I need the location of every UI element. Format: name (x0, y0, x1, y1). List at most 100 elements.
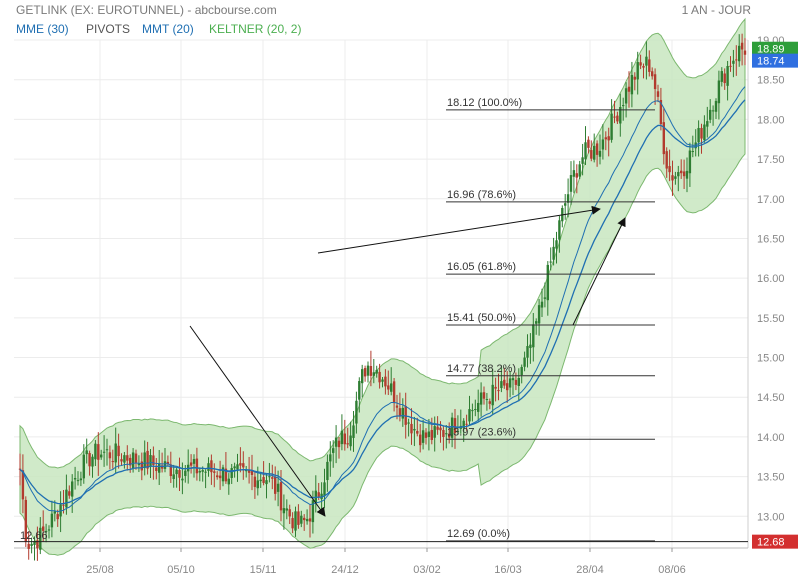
candle-body (407, 422, 410, 424)
price-label-bg (752, 53, 798, 68)
candle-body (633, 76, 636, 80)
candle-body (578, 164, 581, 177)
candle-body (198, 471, 201, 473)
trend-arrow (189, 325, 326, 517)
candle-body (308, 518, 312, 522)
candle-body (204, 471, 207, 473)
candle-body (645, 56, 648, 66)
y-tick-label: 15.00 (757, 353, 785, 365)
candle-body (146, 450, 149, 469)
candle-body (709, 109, 712, 120)
candle-body (462, 420, 465, 429)
candle-body (114, 443, 117, 463)
candle-body (517, 377, 520, 386)
candle-body (175, 469, 178, 475)
candle-body (381, 379, 384, 382)
candle-body (665, 151, 668, 169)
candle-body (450, 417, 454, 438)
candle-body (326, 461, 329, 481)
candle-body (546, 264, 549, 301)
candle-body (593, 145, 596, 160)
legend-mme[interactable]: MME (30) (16, 22, 69, 36)
candle-body (152, 455, 155, 466)
candle-body (42, 526, 45, 531)
candle-body (178, 470, 181, 478)
candle-body (564, 203, 567, 206)
candle-body (172, 474, 175, 480)
candle-body (436, 426, 439, 430)
candle-body (56, 514, 59, 520)
chart-title: GETLINK (EX: EUROTUNNEL) - abcbourse.com (16, 3, 277, 17)
candle-body (706, 121, 709, 127)
candle-body (720, 71, 723, 82)
candle-body (392, 381, 396, 404)
candle-body (30, 543, 33, 546)
candle-body (62, 504, 65, 506)
candle-body (651, 71, 654, 77)
candle-body (671, 175, 674, 181)
candle-body (239, 463, 242, 466)
candle-body (262, 477, 265, 483)
candle-body (598, 150, 602, 157)
candle-body (537, 305, 541, 324)
candle-body (595, 143, 599, 155)
y-tick-label: 17.50 (757, 154, 785, 166)
candle-body (259, 479, 262, 482)
candle-body (291, 518, 294, 529)
candle-body (639, 62, 642, 66)
legend-pivots[interactable]: PIVOTS (86, 22, 131, 36)
x-tick-label: 24/12 (331, 564, 359, 576)
candle-body (163, 461, 167, 469)
candle-body (421, 430, 425, 443)
candle-body (39, 527, 42, 550)
keltner-area (19, 17, 746, 556)
candle-body (346, 443, 349, 445)
legend-mmt[interactable]: MMT (20) (142, 22, 194, 36)
candle-body (253, 476, 257, 487)
candle-body (648, 59, 651, 72)
moving-averages (19, 86, 746, 513)
candle-body (395, 405, 399, 408)
candle-body (497, 390, 500, 392)
candle-body (662, 122, 665, 155)
y-tick-label: 14.50 (757, 392, 785, 404)
candle-body (506, 383, 509, 391)
candle-body (210, 460, 213, 473)
candle-body (297, 511, 300, 525)
candle-body (555, 240, 558, 249)
mmt-line (19, 86, 746, 513)
candle-body (314, 490, 317, 503)
candle-body (24, 499, 27, 542)
period-label[interactable]: 1 AN - JOUR (681, 3, 751, 17)
candle-body (317, 492, 320, 497)
candle-body (311, 500, 315, 523)
candle-body (68, 491, 71, 496)
candle-body (366, 365, 370, 376)
candle-body (688, 150, 692, 174)
x-tick-label: 25/08 (86, 564, 114, 576)
candle-body (323, 482, 326, 496)
candle-body (79, 478, 83, 481)
candle-body (294, 511, 297, 531)
candle-body (584, 142, 587, 160)
price-label-bg (752, 534, 798, 549)
fib-label: 14.77 (38.2%) (447, 363, 516, 375)
candle-body (71, 481, 74, 497)
candle-body (166, 461, 170, 465)
trend-arrow (572, 217, 626, 326)
price-label: 12.68 (757, 537, 785, 549)
candle-body (372, 372, 375, 376)
y-tick-label: 18.00 (757, 114, 785, 126)
candle-body (442, 430, 445, 437)
fib-label: 16.05 (61.8%) (447, 261, 516, 273)
candle-body (653, 74, 657, 90)
candle-body (88, 453, 91, 467)
candle-body (131, 452, 135, 469)
candle-body (256, 480, 259, 489)
candle-body (500, 381, 503, 389)
candle-body (630, 74, 634, 95)
candle-body (743, 50, 747, 55)
legend-keltner[interactable]: KELTNER (20, 2) (209, 22, 302, 36)
